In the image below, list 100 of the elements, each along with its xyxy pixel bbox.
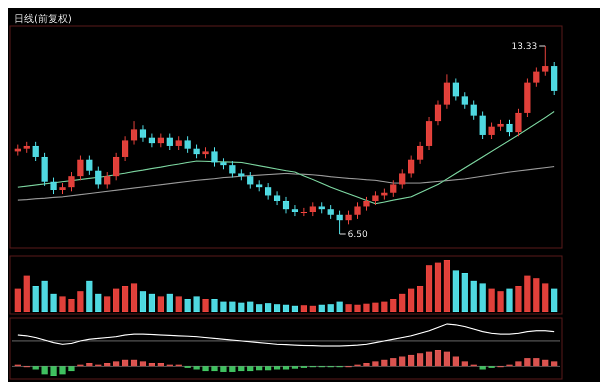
bar <box>14 288 21 312</box>
bar <box>381 302 388 312</box>
candlestick <box>140 124 146 142</box>
bar <box>462 273 468 312</box>
bar <box>50 294 57 312</box>
candlestick <box>506 119 513 137</box>
candlestick <box>542 46 548 76</box>
bar <box>264 366 272 370</box>
bar <box>310 306 316 312</box>
bar <box>274 304 280 312</box>
bar <box>59 296 66 312</box>
candlestick <box>470 100 477 120</box>
bar <box>426 352 432 366</box>
bar <box>122 360 128 366</box>
bar <box>166 294 173 312</box>
bar <box>184 299 191 312</box>
bar <box>506 288 513 312</box>
candlestick <box>193 144 200 159</box>
candlestick <box>77 155 84 181</box>
candlestick <box>238 168 244 181</box>
candlestick <box>14 144 21 156</box>
bar <box>238 302 244 312</box>
bar <box>140 361 146 366</box>
bar <box>533 278 540 312</box>
candlestick <box>399 168 406 190</box>
candlestick <box>68 172 75 192</box>
candlestick <box>247 172 254 190</box>
bar <box>158 363 164 366</box>
candlestick <box>176 136 182 151</box>
candlestick <box>488 122 495 140</box>
candlestick <box>264 182 272 200</box>
bar <box>130 360 138 366</box>
bar <box>202 299 209 312</box>
candlestick <box>50 177 57 195</box>
bar <box>354 304 361 312</box>
candlestick <box>363 196 370 212</box>
bar <box>229 366 236 372</box>
bar <box>390 299 396 312</box>
candlestick <box>95 166 102 190</box>
bar <box>551 288 558 312</box>
bar <box>220 302 227 312</box>
bar <box>488 288 495 312</box>
bar <box>533 358 540 366</box>
bar <box>113 361 120 366</box>
bar <box>77 291 84 312</box>
candlestick <box>211 146 218 168</box>
annotation: 6.50 <box>348 230 368 240</box>
bar <box>328 304 334 312</box>
bar <box>113 288 120 312</box>
bar <box>50 366 57 376</box>
bar <box>452 356 459 366</box>
candlestick <box>336 210 343 234</box>
candlestick <box>452 78 459 101</box>
bar <box>399 294 406 312</box>
bar <box>408 354 414 366</box>
candlestick <box>345 210 352 225</box>
bar <box>238 366 244 372</box>
bar <box>524 358 530 366</box>
bar <box>229 302 236 312</box>
bar <box>542 283 548 312</box>
bar <box>122 286 128 312</box>
candlestick <box>292 204 298 217</box>
bar <box>256 366 262 370</box>
bar <box>480 283 486 312</box>
candlestick <box>24 141 30 154</box>
bar <box>292 306 298 312</box>
candlestick <box>372 190 379 206</box>
bar <box>416 353 424 366</box>
bar <box>86 363 92 366</box>
bar <box>42 280 48 312</box>
bar <box>426 265 432 312</box>
bar <box>32 286 39 312</box>
bar <box>416 286 424 312</box>
bar <box>408 288 414 312</box>
bar <box>148 363 156 366</box>
bar <box>345 304 352 312</box>
candlestick <box>59 182 66 195</box>
bar <box>318 304 325 312</box>
candlestick <box>462 92 468 110</box>
chart-title: 日线(前复权) <box>14 13 72 25</box>
bar <box>211 299 218 312</box>
bar <box>104 296 110 312</box>
bar <box>372 361 379 366</box>
bar <box>399 356 406 366</box>
candlestick <box>515 108 522 137</box>
bar <box>390 358 396 366</box>
bar <box>282 304 290 312</box>
candlestick <box>122 136 128 162</box>
bar <box>104 363 110 366</box>
candlestick <box>354 202 361 220</box>
candlestick <box>480 111 486 140</box>
bar <box>524 276 530 312</box>
bar <box>434 350 442 366</box>
bar <box>480 366 486 370</box>
candlestick <box>113 152 120 181</box>
bar <box>363 304 370 312</box>
bar <box>24 276 30 312</box>
bar <box>515 361 522 366</box>
bar <box>444 352 450 366</box>
candlestick <box>328 204 334 220</box>
